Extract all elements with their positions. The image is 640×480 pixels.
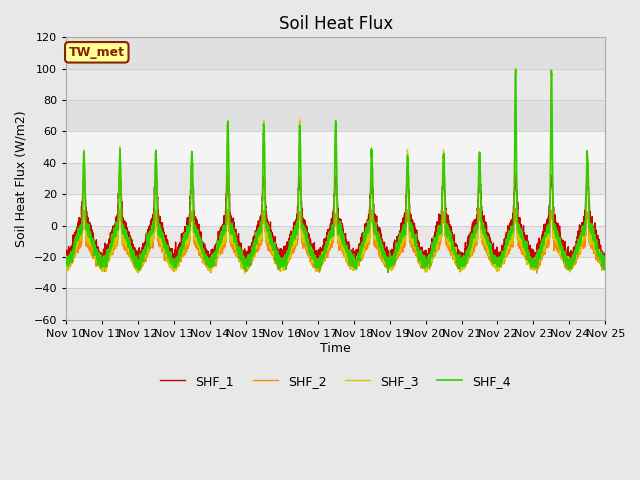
Bar (66, 288, 605, 320)
Line: SHF_4: SHF_4 (66, 69, 605, 272)
Y-axis label: Soil Heat Flux (W/m2): Soil Heat Flux (W/m2) (15, 110, 28, 247)
Title: Soil Heat Flux: Soil Heat Flux (278, 15, 393, 33)
Line: SHF_2: SHF_2 (66, 208, 605, 273)
Bar (66, 100, 605, 132)
Bar (66, 257, 605, 288)
Bar (66, 69, 605, 100)
Bar (66, 163, 605, 194)
Bar (66, 226, 605, 257)
Bar (66, 132, 605, 163)
Line: SHF_1: SHF_1 (66, 173, 605, 270)
Bar (66, 194, 605, 226)
Legend: SHF_1, SHF_2, SHF_3, SHF_4: SHF_1, SHF_2, SHF_3, SHF_4 (156, 370, 516, 393)
Text: TW_met: TW_met (68, 46, 125, 59)
Line: SHF_3: SHF_3 (66, 89, 605, 274)
Bar (66, 37, 605, 69)
X-axis label: Time: Time (321, 342, 351, 355)
